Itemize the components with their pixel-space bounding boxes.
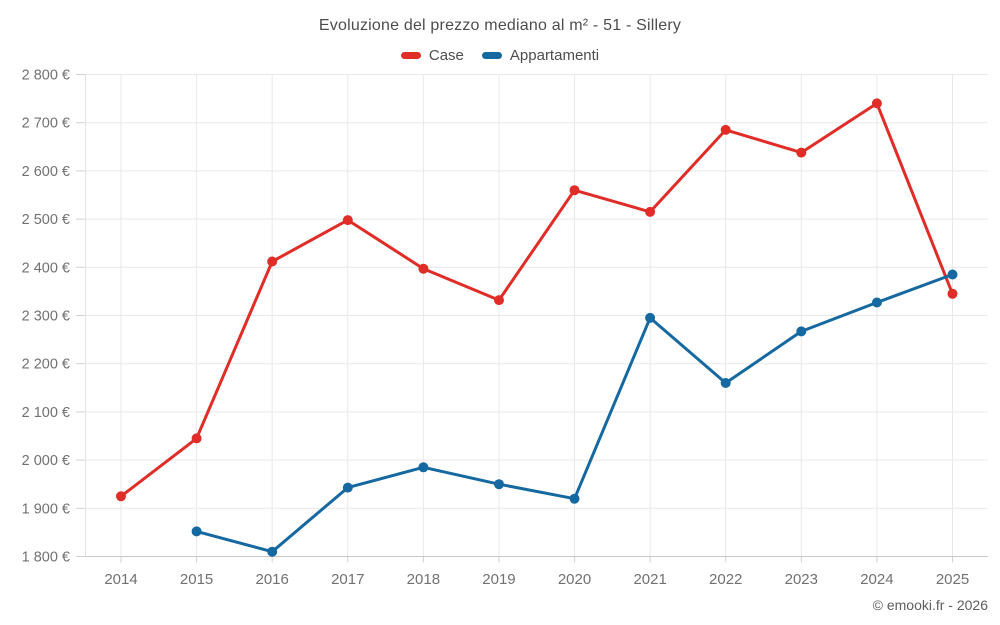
x-axis-label-2014: 2014 [104, 571, 137, 588]
data-point-appartamenti-2025[interactable] [947, 269, 958, 280]
data-point-case-2025[interactable] [947, 288, 958, 299]
watermark-copyright: © emooki.fr - 2026 [872, 597, 988, 613]
x-axis-label-2020: 2020 [558, 571, 591, 588]
data-point-case-2016[interactable] [267, 256, 278, 267]
data-point-case-2015[interactable] [191, 433, 202, 444]
x-axis-label-2017: 2017 [331, 571, 364, 588]
data-point-appartamenti-2016[interactable] [267, 546, 278, 557]
x-axis-label-2019: 2019 [482, 571, 515, 588]
y-axis-label-2000: 2 000 € [22, 453, 70, 469]
data-point-appartamenti-2023[interactable] [796, 326, 807, 337]
data-point-case-2024[interactable] [871, 98, 882, 109]
x-axis-label-2024: 2024 [860, 571, 893, 588]
y-axis-label-1800: 1 800 € [22, 550, 70, 566]
series-line-case [119, 101, 954, 498]
data-point-appartamenti-2018[interactable] [418, 462, 429, 473]
data-point-case-2014[interactable] [116, 491, 126, 502]
data-point-appartamenti-2017[interactable] [342, 482, 353, 493]
data-point-case-2023[interactable] [796, 147, 807, 158]
x-axis-label-2021: 2021 [633, 571, 666, 588]
data-point-appartamenti-2020[interactable] [569, 493, 580, 504]
data-point-case-2018[interactable] [418, 263, 429, 274]
y-axis-label-2700: 2 700 € [22, 116, 70, 132]
y-axis-label-2600: 2 600 € [22, 164, 70, 180]
legend-item-appartamenti[interactable]: Appartamenti [481, 47, 600, 64]
legend-swatch-appartamenti [481, 52, 502, 59]
data-point-case-2019[interactable] [494, 295, 504, 306]
data-point-case-2017[interactable] [342, 215, 353, 226]
x-axis-label-2016: 2016 [255, 571, 288, 588]
y-axis-label-2500: 2 500 € [22, 212, 70, 228]
y-axis-label-2800: 2 800 € [22, 68, 70, 84]
chart-legend: Case Appartamenti [0, 47, 1000, 64]
legend-label-appartamenti: Appartamenti [509, 47, 600, 64]
legend-swatch-case [400, 52, 421, 59]
y-axis-label-2200: 2 200 € [22, 357, 70, 373]
x-axis-label-2022: 2022 [709, 571, 742, 588]
data-point-case-2020[interactable] [569, 185, 580, 196]
y-axis-label-1900: 1 900 € [22, 501, 70, 517]
data-point-case-2022[interactable] [720, 124, 731, 135]
x-axis-label-2023: 2023 [785, 571, 818, 588]
legend-item-case[interactable]: Case [400, 47, 464, 64]
x-axis-label-2025: 2025 [936, 571, 969, 588]
data-point-appartamenti-2019[interactable] [494, 479, 504, 490]
data-point-appartamenti-2024[interactable] [871, 297, 882, 308]
data-point-case-2021[interactable] [645, 206, 656, 217]
data-point-appartamenti-2021[interactable] [645, 312, 656, 323]
x-axis-label-2018: 2018 [407, 571, 440, 588]
legend-label-case: Case [428, 47, 464, 64]
data-point-appartamenti-2015[interactable] [191, 526, 202, 537]
data-point-appartamenti-2022[interactable] [720, 378, 731, 388]
y-axis-label-2300: 2 300 € [22, 309, 70, 325]
x-axis-label-2015: 2015 [180, 571, 213, 588]
chart-title: Evoluzione del prezzo mediano al m² - 51… [318, 17, 682, 34]
y-axis-label-2400: 2 400 € [22, 260, 70, 276]
y-axis-label-2100: 2 100 € [22, 405, 70, 421]
